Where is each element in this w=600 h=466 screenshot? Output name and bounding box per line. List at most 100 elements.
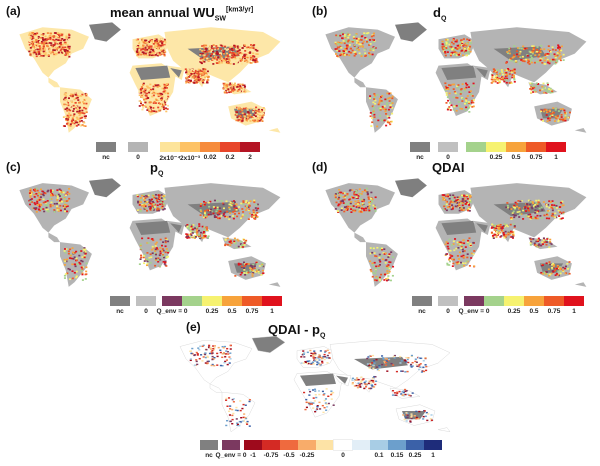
legend-label: 1 <box>572 308 576 315</box>
legend-label: nc <box>416 154 424 161</box>
map-panel-d <box>325 178 587 287</box>
legend-label: 2 <box>248 154 252 161</box>
legend-swatch <box>504 296 524 306</box>
map-panel-a <box>19 22 281 133</box>
panel-c-letter: (c) <box>6 160 21 174</box>
legend-panel-b: nc 0 0.25 0.5 0.75 1 <box>410 142 600 164</box>
legend-swatch <box>546 142 566 152</box>
legend-label: 0 <box>446 154 450 161</box>
legend-label: 0.15 <box>390 452 404 459</box>
legend-panel-e: nc Q_env = 0 -1 -0.75 -0.5 -0.25 0 0.1 0.15 0.25 1 <box>200 439 500 464</box>
legend-label: 0.5 <box>227 308 237 315</box>
legend-swatch <box>484 296 504 306</box>
legend-swatch <box>370 440 388 450</box>
legend-panel-a: nc 0 2x10⁻⁴ 2x10⁻³ 0.02 0.2 2 <box>96 142 296 164</box>
legend-swatch <box>412 296 432 306</box>
legend-label: 0.25 <box>408 452 422 459</box>
continent-northAmerica <box>179 340 253 385</box>
nc-zone-centralAsia <box>354 356 408 370</box>
continent-centralAmerica <box>354 232 366 243</box>
legend-label: 2x10⁻⁴ <box>159 155 181 162</box>
continent-seAsia <box>528 237 558 250</box>
legend-swatch <box>410 142 430 152</box>
legend-swatch <box>466 142 486 152</box>
legend-swatch <box>242 296 262 306</box>
nc-zone-sahara <box>441 220 477 235</box>
legend-label: 0.75 <box>547 308 561 315</box>
continent-centralAmerica <box>354 77 366 88</box>
legend-swatch <box>506 142 526 152</box>
nc-zone-arabiaDesert <box>336 375 348 384</box>
continent-india <box>499 225 514 243</box>
continent-antarcticaHint <box>574 282 587 287</box>
legend-panel-c: nc 0 Q_env = 0 0.25 0.5 0.75 1 <box>110 296 300 318</box>
legend-swatch <box>424 440 442 450</box>
legend-label: nc <box>102 154 110 161</box>
continent-antarcticaHint <box>268 128 281 133</box>
legend-swatch <box>352 440 370 450</box>
nc-zone-sahara <box>441 65 477 80</box>
continent-antarcticaHint <box>437 427 451 432</box>
continent-greenland <box>251 335 286 353</box>
continent-centralAmerica <box>48 77 60 88</box>
legend-swatch <box>316 440 334 450</box>
map-panel-c <box>19 178 281 287</box>
nc-zone-arabiaDesert <box>476 223 488 233</box>
panel-d-title: QDAI <box>432 160 465 175</box>
legend-label: 2x10⁻³ <box>179 155 201 162</box>
panel-b-letter: (b) <box>312 4 328 18</box>
legend-label: 0.02 <box>203 154 217 161</box>
legend-label: -0.75 <box>263 452 279 459</box>
legend-label: nc <box>418 308 426 315</box>
legend-swatch <box>438 142 458 152</box>
legend-label: 0.25 <box>489 154 503 161</box>
legend-swatch <box>222 296 242 306</box>
legend-label: -0.5 <box>283 452 295 459</box>
legend-swatch <box>200 440 218 450</box>
map-panel-e <box>179 335 451 433</box>
continent-greenland <box>89 22 121 42</box>
panel-b-title: dQ <box>433 5 447 23</box>
legend-swatch <box>110 296 130 306</box>
panel-a-title: mean annual WUSW[km3/yr] <box>110 5 254 23</box>
nc-zone-arabiaDesert <box>476 68 488 78</box>
panel-e-title: QDAI - pQ <box>268 322 326 340</box>
legend-label: -0.25 <box>299 452 315 459</box>
continent-centralAmerica <box>209 383 223 393</box>
legend-swatch <box>388 440 406 450</box>
continent-northAmerica <box>325 27 395 78</box>
legend-swatch <box>136 296 156 306</box>
legend-label: 0.5 <box>511 154 521 161</box>
nc-zone-sahara <box>135 220 171 235</box>
legend-swatch <box>180 142 200 152</box>
legend-label: 0 <box>144 308 148 315</box>
legend-label: 0.75 <box>245 308 259 315</box>
legend-swatch <box>160 142 180 152</box>
legend-label: 0.25 <box>205 308 219 315</box>
legend-label: 0.1 <box>374 452 384 459</box>
legend-label: -1 <box>250 452 256 459</box>
legend-label: Q_env = 0 <box>156 308 188 315</box>
nc-zone-sahara <box>135 65 171 80</box>
legend-swatch <box>182 296 202 306</box>
legend-label: 0.25 <box>507 308 521 315</box>
legend-label: Q_env = 0 <box>458 308 490 315</box>
legend-swatch <box>564 296 584 306</box>
legend-swatch <box>524 296 544 306</box>
legend-label: 0.5 <box>529 308 539 315</box>
legend-label: 1 <box>431 452 435 459</box>
legend-label: 0 <box>341 452 345 459</box>
legend-swatch <box>222 440 240 450</box>
legend-swatch <box>280 440 298 450</box>
legend-label: 1 <box>270 308 274 315</box>
panel-c-title: pQ <box>150 160 164 178</box>
legend-label: 0 <box>446 308 450 315</box>
legend-panel-d: nc 0 Q_env = 0 0.25 0.5 0.75 1 <box>412 296 600 318</box>
continent-greenland <box>89 178 121 198</box>
continent-northAmerica <box>19 183 89 233</box>
panel-e-letter: (e) <box>186 320 201 334</box>
legend-label: 0 <box>136 154 140 161</box>
legend-swatch <box>298 440 316 450</box>
legend-label: 0.75 <box>529 154 543 161</box>
panel-a-letter: (a) <box>6 4 21 18</box>
